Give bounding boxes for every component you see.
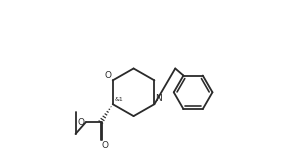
Text: O: O bbox=[105, 71, 112, 80]
Text: &1: &1 bbox=[115, 97, 124, 102]
Text: N: N bbox=[155, 94, 162, 103]
Text: O: O bbox=[78, 118, 85, 127]
Text: O: O bbox=[101, 141, 108, 150]
